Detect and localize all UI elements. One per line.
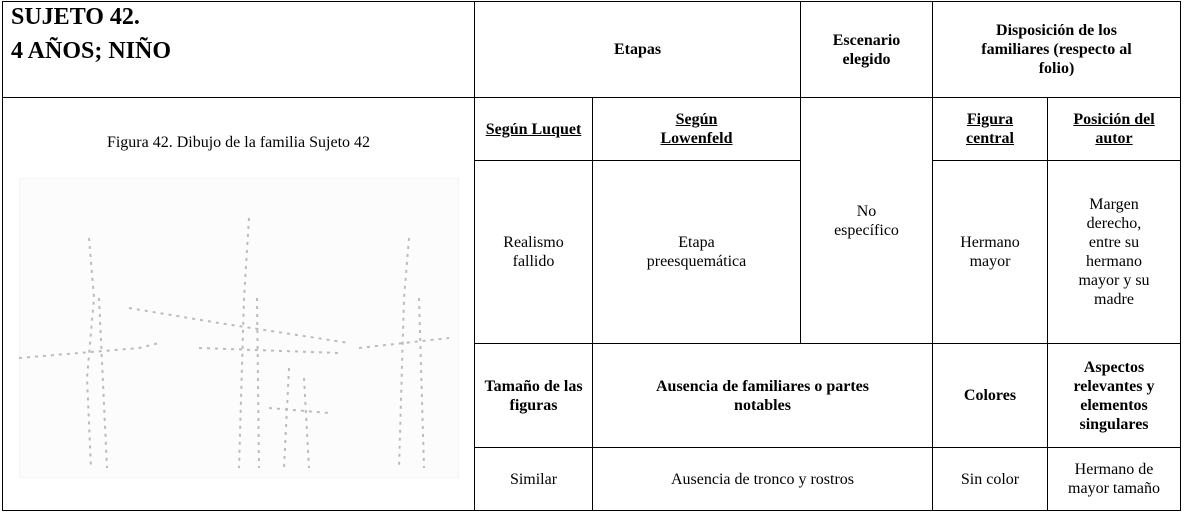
header-cell: Disposición de los familiares (respecto … <box>932 1 1181 98</box>
cell: No específico <box>800 97 933 344</box>
drawing-paper <box>19 178 459 478</box>
figure-caption: Figura 42. Dibujo de la familia Sujeto 4… <box>106 134 371 151</box>
cell: Colores <box>932 343 1048 448</box>
cell: Tamaño de las figuras <box>474 343 593 448</box>
drawing-strokes <box>19 217 450 469</box>
cell: Según Luquet <box>474 97 593 161</box>
cell: Figura central <box>932 97 1048 161</box>
subject-cell: SUJETO 42. 4 AÑOS; NIÑO <box>2 1 475 98</box>
subject-age: 4 AÑOS; NIÑO <box>11 38 172 64</box>
cell: Ausencia de familiares o partes notables <box>592 343 933 448</box>
cell: Etapa preesquemática <box>592 160 801 344</box>
family-drawing <box>19 178 459 478</box>
cell: Según Lowenfeld <box>592 97 801 161</box>
cell: Hermano de mayor tamaño <box>1047 447 1181 511</box>
cell: Posición del autor <box>1047 97 1181 161</box>
header-cell: Escenario elegido <box>800 1 933 98</box>
cell: Hermano mayor <box>932 160 1048 344</box>
cell: Sin color <box>932 447 1048 511</box>
cell: Ausencia de tronco y rostros <box>592 447 933 511</box>
figure-cell: Figura 42. Dibujo de la familia Sujeto 4… <box>2 97 475 511</box>
header-cell: Etapas <box>474 1 801 98</box>
cell: Aspectos relevantes y elementos singular… <box>1047 343 1181 448</box>
subject-title: SUJETO 42. <box>11 4 140 30</box>
cell: Margen derecho, entre su hermano mayor y… <box>1047 160 1181 344</box>
cell: Realismo fallido <box>474 160 593 344</box>
cell: Similar <box>474 447 593 511</box>
